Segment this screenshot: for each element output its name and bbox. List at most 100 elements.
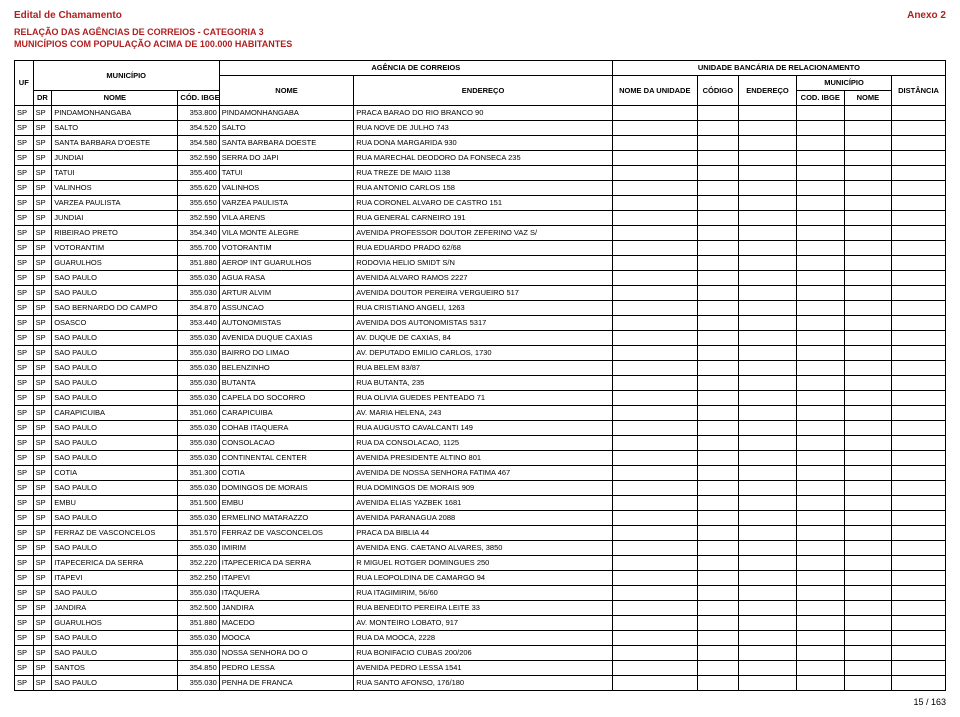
table-cell xyxy=(844,616,892,631)
table-cell: FERRAZ DE VASCONCELOS xyxy=(52,526,178,541)
table-cell: SALTO xyxy=(219,121,353,136)
table-cell: JUNDIAI xyxy=(52,211,178,226)
table-cell: 353.800 xyxy=(178,106,219,121)
table-cell xyxy=(892,391,946,406)
table-cell xyxy=(612,316,697,331)
table-row: SPSPFERRAZ DE VASCONCELOS351.570FERRAZ D… xyxy=(15,526,946,541)
table-cell: 355.400 xyxy=(178,166,219,181)
table-cell xyxy=(697,196,738,211)
table-cell xyxy=(697,361,738,376)
page-footer: 15 / 163 xyxy=(14,697,946,707)
table-cell: SAO PAULO xyxy=(52,511,178,526)
table-cell xyxy=(892,661,946,676)
table-cell: 355.620 xyxy=(178,181,219,196)
table-cell xyxy=(739,511,797,526)
table-cell: SP xyxy=(33,241,52,256)
table-cell xyxy=(844,106,892,121)
table-cell xyxy=(612,271,697,286)
table-cell xyxy=(612,556,697,571)
table-cell xyxy=(844,406,892,421)
table-cell: RUA BONIFACIO CUBAS 200/206 xyxy=(354,646,613,661)
table-cell xyxy=(612,331,697,346)
table-cell xyxy=(612,436,697,451)
table-cell: GUARULHOS xyxy=(52,256,178,271)
table-cell: SP xyxy=(15,406,34,421)
table-cell: R MIGUEL ROTGER DOMINGUES 250 xyxy=(354,556,613,571)
table-cell: AVENIDA DOS AUTONOMISTAS 5317 xyxy=(354,316,613,331)
table-cell xyxy=(796,496,844,511)
table-cell xyxy=(612,481,697,496)
table-cell xyxy=(739,406,797,421)
table-cell: 355.650 xyxy=(178,196,219,211)
table-cell xyxy=(612,166,697,181)
col-cod-ibge2: COD. IBGE xyxy=(796,91,844,106)
table-cell xyxy=(739,541,797,556)
table-cell xyxy=(796,151,844,166)
table-cell: SP xyxy=(33,331,52,346)
table-row: SPSPCARAPICUIBA351.060CARAPICUIBAAV. MAR… xyxy=(15,406,946,421)
table-cell: SP xyxy=(33,556,52,571)
table-cell: SP xyxy=(33,196,52,211)
table-cell: RUA LEOPOLDINA DE CAMARGO 94 xyxy=(354,571,613,586)
table-cell: SP xyxy=(15,226,34,241)
table-cell: SP xyxy=(33,451,52,466)
table-cell: RUA ITAGIMIRIM, 56/60 xyxy=(354,586,613,601)
table-cell: SP xyxy=(33,166,52,181)
table-cell: 355.030 xyxy=(178,376,219,391)
table-cell xyxy=(844,601,892,616)
table-row: SPSPEMBU351.500EMBUAVENIDA ELIAS YAZBEK … xyxy=(15,496,946,511)
table-cell xyxy=(739,571,797,586)
table-cell xyxy=(892,331,946,346)
table-cell: AEROP INT GUARULHOS xyxy=(219,256,353,271)
table-cell xyxy=(844,391,892,406)
table-cell xyxy=(612,376,697,391)
table-cell xyxy=(612,301,697,316)
table-cell xyxy=(697,466,738,481)
table-cell: SP xyxy=(33,121,52,136)
table-row: SPSPOSASCO353.440AUTONOMISTASAVENIDA DOS… xyxy=(15,316,946,331)
col-nome-ag: NOME xyxy=(219,76,353,106)
table-cell: SAO PAULO xyxy=(52,451,178,466)
table-cell xyxy=(844,136,892,151)
table-cell xyxy=(739,346,797,361)
table-cell: PEDRO LESSA xyxy=(219,661,353,676)
table-cell xyxy=(892,376,946,391)
table-cell: RUA DONA MARGARIDA 930 xyxy=(354,136,613,151)
table-cell xyxy=(844,346,892,361)
table-cell xyxy=(844,481,892,496)
table-cell xyxy=(697,226,738,241)
table-cell xyxy=(892,541,946,556)
table-cell: RUA OLIVIA GUEDES PENTEADO 71 xyxy=(354,391,613,406)
table-row: SPSPSAO PAULO355.030ITAQUERARUA ITAGIMIR… xyxy=(15,586,946,601)
table-cell: 355.030 xyxy=(178,541,219,556)
table-cell: SP xyxy=(33,676,52,691)
table-cell: CONSOLACAO xyxy=(219,436,353,451)
table-row: SPSPJUNDIAI352.590SERRA DO JAPIRUA MAREC… xyxy=(15,151,946,166)
table-cell: VILA ARENS xyxy=(219,211,353,226)
table-cell: 353.440 xyxy=(178,316,219,331)
table-cell: BELENZINHO xyxy=(219,361,353,376)
table-cell: RUA DA MOOCA, 2228 xyxy=(354,631,613,646)
table-cell: VARZEA PAULISTA xyxy=(52,196,178,211)
table-cell xyxy=(796,586,844,601)
table-cell: MOOCA xyxy=(219,631,353,646)
table-cell xyxy=(892,271,946,286)
data-table: UF MUNICÍPIO AGÊNCIA DE CORREIOS UNIDADE… xyxy=(14,60,946,691)
table-cell: RUA NOVE DE JULHO 743 xyxy=(354,121,613,136)
doc-subtitle: RELAÇÃO DAS AGÊNCIAS DE CORREIOS - CATEG… xyxy=(14,27,946,50)
table-cell: SP xyxy=(33,646,52,661)
table-cell: SAO PAULO xyxy=(52,271,178,286)
table-row: SPSPSANTOS354.850PEDRO LESSAAVENIDA PEDR… xyxy=(15,661,946,676)
table-cell xyxy=(739,676,797,691)
table-cell xyxy=(796,331,844,346)
table-cell: 355.030 xyxy=(178,631,219,646)
table-cell xyxy=(697,181,738,196)
table-cell: 355.030 xyxy=(178,346,219,361)
table-cell xyxy=(612,631,697,646)
table-cell xyxy=(612,241,697,256)
col-codigo: CÓDIGO xyxy=(697,76,738,106)
table-cell: RODOVIA HELIO SMIDT S/N xyxy=(354,256,613,271)
table-cell xyxy=(844,196,892,211)
table-cell: EMBU xyxy=(52,496,178,511)
table-cell: SP xyxy=(33,271,52,286)
